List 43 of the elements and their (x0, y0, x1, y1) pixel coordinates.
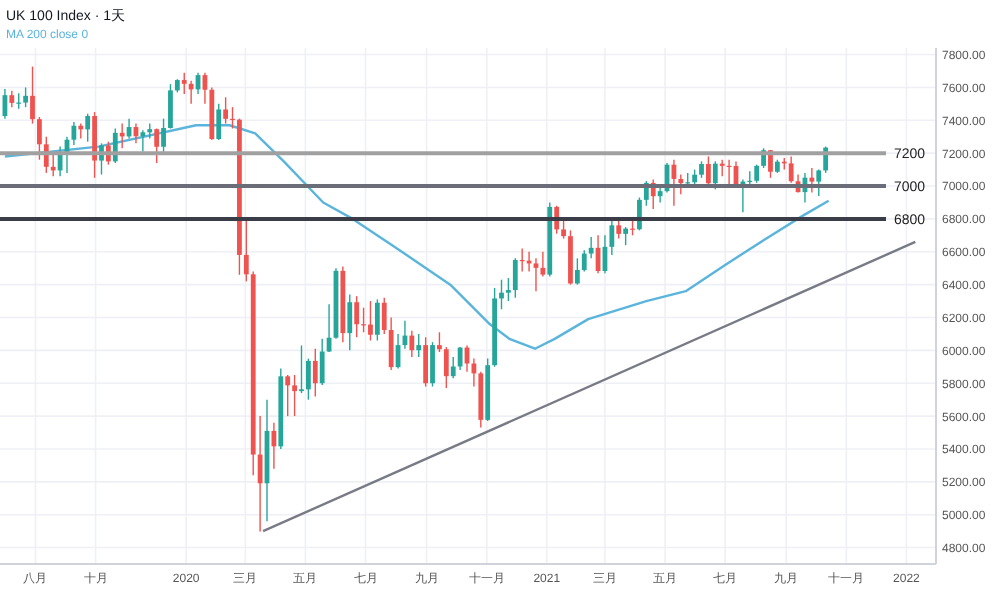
candlestick (533, 257, 539, 292)
candlestick (374, 298, 380, 342)
candlestick (409, 329, 415, 358)
candlestick (443, 346, 449, 389)
candlestick (292, 374, 297, 417)
candlestick (568, 229, 573, 286)
candlestick (616, 219, 622, 240)
candlestick (168, 83, 173, 130)
candlestick (430, 341, 435, 388)
candlestick (437, 331, 442, 353)
candlestick (506, 277, 511, 302)
candlestick (623, 226, 629, 246)
candlestick (243, 218, 249, 283)
candlestick (85, 113, 91, 143)
candlestick (712, 160, 718, 191)
candlestick (719, 159, 725, 177)
candlestick (299, 344, 304, 394)
candlestick (161, 117, 166, 154)
candlestick (347, 293, 353, 352)
candlestick (305, 357, 311, 401)
candlestick (216, 103, 222, 141)
candlestick (285, 374, 291, 417)
candlestick (354, 295, 360, 338)
candlestick (312, 348, 318, 398)
candlestick (92, 111, 97, 179)
candlestick (368, 300, 373, 342)
candlestick (223, 96, 229, 125)
candlestick (754, 163, 760, 184)
candlestick (30, 65, 35, 125)
candlestick (188, 80, 194, 105)
candlestick (23, 86, 29, 108)
candlestick (140, 129, 146, 153)
candlestick (423, 336, 429, 388)
candlestick (319, 338, 325, 386)
candlestick (512, 257, 518, 299)
candlestick (706, 155, 711, 186)
candlestick (37, 116, 42, 161)
candlestick (574, 257, 580, 286)
candlestick (816, 168, 822, 197)
candlestick (154, 127, 160, 164)
candlestick (809, 167, 815, 194)
candlestick (416, 333, 422, 358)
candlestick (457, 346, 463, 371)
